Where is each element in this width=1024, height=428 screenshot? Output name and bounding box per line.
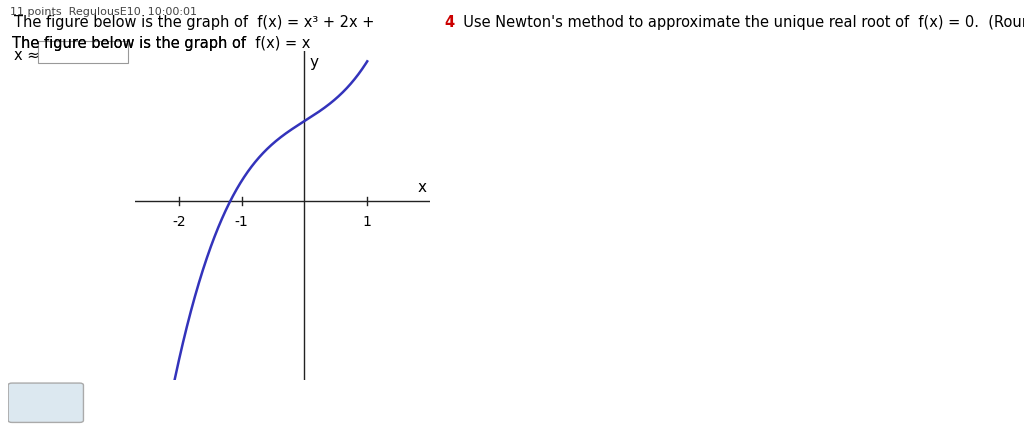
Text: y: y <box>309 55 318 70</box>
Text: The figure below is the graph of  f(x) = x: The figure below is the graph of f(x) = … <box>12 36 310 51</box>
Text: 4: 4 <box>444 15 454 30</box>
Text: The figure below is the graph of: The figure below is the graph of <box>12 36 256 51</box>
Text: The figure below is the graph of  f(x) = x³ + 2x +: The figure below is the graph of f(x) = … <box>14 15 379 30</box>
Text: x: x <box>418 180 427 195</box>
Text: eBook: eBook <box>29 396 65 409</box>
Text: 11 points  RegulousE10  10:00:01: 11 points RegulousE10 10:00:01 <box>10 7 198 17</box>
Text: 1: 1 <box>362 214 372 229</box>
FancyBboxPatch shape <box>8 383 83 422</box>
Text: -1: -1 <box>234 214 249 229</box>
FancyBboxPatch shape <box>38 41 128 63</box>
Text: x ≈: x ≈ <box>14 48 40 63</box>
Text: Use Newton's method to approximate the unique real root of  f(x) = 0.  (Round yo: Use Newton's method to approximate the u… <box>454 15 1024 30</box>
Text: -2: -2 <box>172 214 185 229</box>
